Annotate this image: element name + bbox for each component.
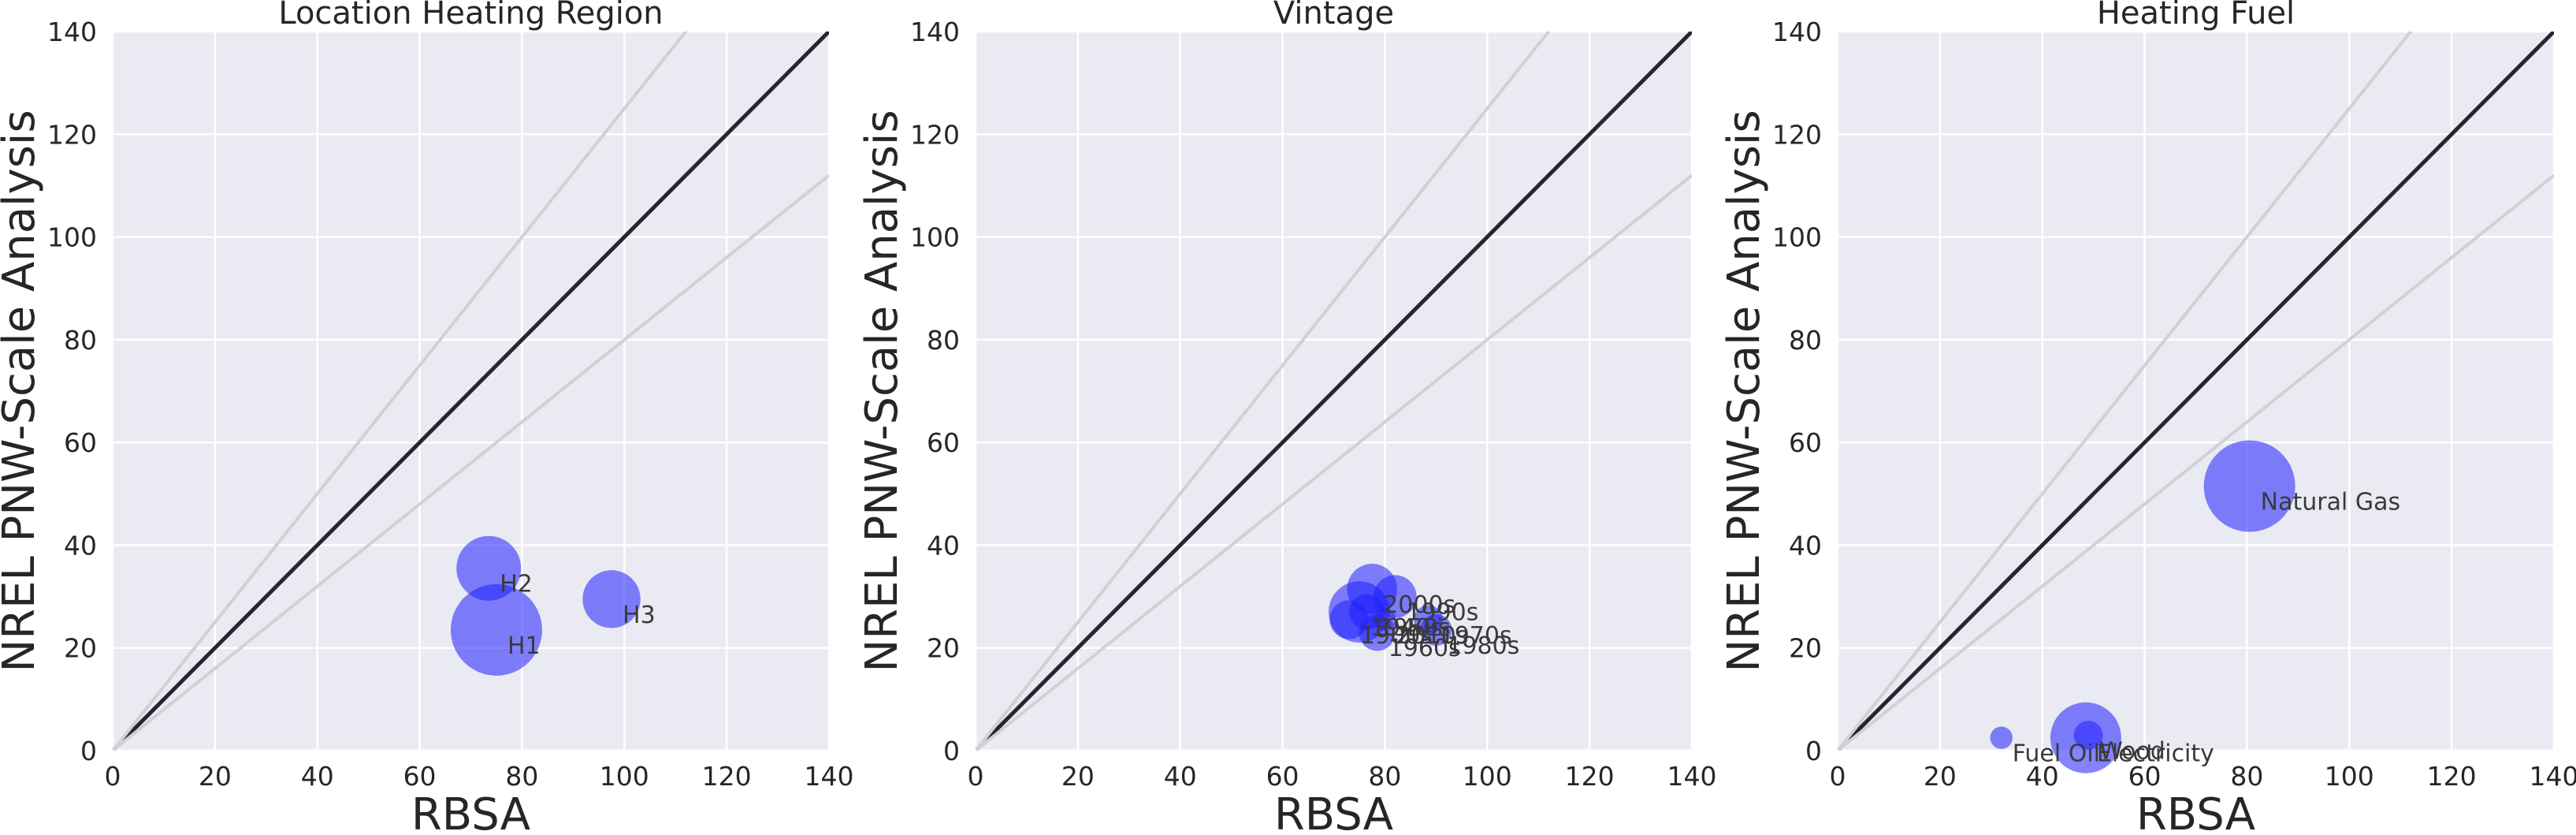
x-tick-label: 140 (1667, 761, 1717, 792)
point-label: 1980s (1447, 632, 1519, 660)
y-tick-label: 0 (1805, 736, 1822, 766)
y-tick-label: 60 (1789, 427, 1822, 458)
x-axis-label: RBSA (2136, 789, 2255, 835)
x-tick-label: 140 (2530, 761, 2576, 792)
x-tick-label: 0 (968, 761, 984, 792)
y-tick-label: 20 (64, 633, 97, 664)
x-tick-label: 80 (2230, 761, 2263, 792)
y-tick-label: 0 (80, 736, 97, 766)
x-tick-label: 100 (1463, 761, 1512, 792)
chart-title: Location Heating Region (278, 0, 663, 32)
guide-line (1838, 32, 2413, 751)
x-tick-label: 100 (600, 761, 649, 792)
x-tick-label: 20 (199, 761, 232, 792)
y-axis-label: NREL PNW-Scale Analysis (1719, 110, 1770, 672)
data-point (1420, 613, 1452, 647)
y-tick-label: 60 (64, 427, 97, 458)
y-tick-label: 140 (47, 17, 97, 47)
point-label: 1900s (1360, 622, 1433, 650)
data-point (456, 535, 522, 601)
point-label: Electricity (2097, 740, 2214, 768)
x-tick-label: 20 (1924, 761, 1957, 792)
y-tick-label: 0 (943, 736, 960, 766)
identity-line (1838, 32, 2554, 751)
data-point (1329, 600, 1369, 639)
point-label: 1950s (1378, 614, 1451, 642)
point-label: Fuel Oil (2013, 740, 2100, 768)
identity-line (976, 32, 1692, 751)
y-tick-label: 40 (927, 530, 960, 561)
data-point (2203, 440, 2295, 532)
x-tick-label: 60 (2128, 761, 2162, 792)
x-axis-label: RBSA (411, 789, 530, 835)
y-axis-label: NREL PNW-Scale Analysis (857, 110, 908, 672)
x-tick-label: 0 (1830, 761, 1846, 792)
guide-line (113, 173, 829, 751)
point-label: Wood (2099, 737, 2165, 765)
data-point (1990, 726, 2013, 749)
y-tick-label: 140 (910, 17, 960, 47)
y-tick-label: 100 (1772, 222, 1822, 253)
point-label: H1 (507, 632, 541, 660)
y-tick-label: 80 (1789, 325, 1822, 356)
x-tick-label: 100 (2325, 761, 2374, 792)
y-tick-label: 100 (910, 222, 960, 253)
x-tick-label: 120 (702, 761, 752, 792)
point-label: 1990s (1406, 599, 1478, 627)
y-tick-label: 40 (1789, 530, 1822, 561)
y-tick-label: 120 (1772, 119, 1822, 150)
x-tick-label: 120 (1565, 761, 1615, 792)
data-point (582, 570, 641, 628)
y-tick-label: 120 (47, 119, 97, 150)
y-tick-label: 40 (64, 530, 97, 561)
y-tick-label: 100 (47, 222, 97, 253)
x-tick-label: 20 (1061, 761, 1095, 792)
chart-title: Vintage (1273, 0, 1394, 32)
point-label: 2000s (1383, 591, 1455, 619)
x-tick-label: 120 (2427, 761, 2477, 792)
y-tick-label: 80 (927, 325, 960, 356)
y-tick-label: 120 (910, 119, 960, 150)
point-label: 1940s (1370, 614, 1443, 642)
guide-line (976, 173, 1692, 751)
point-label: H3 (623, 602, 656, 629)
point-label: 1960s (1388, 635, 1461, 662)
y-tick-label: 20 (927, 633, 960, 664)
x-tick-label: 80 (1368, 761, 1401, 792)
x-tick-label: 40 (301, 761, 334, 792)
x-tick-label: 40 (1164, 761, 1197, 792)
x-tick-label: 60 (1266, 761, 1299, 792)
guide-line (976, 32, 1551, 751)
chart-panel-3: 0 20 40 60 80 100 120 140 0 20 40 60 80 100 120 140 Natu… (1719, 0, 2576, 835)
chart-panel-2: 0 20 40 60 80 100 120 140 0 20 40 60 80 100 120 140 1990… (857, 0, 1717, 835)
x-tick-label: 40 (2026, 761, 2059, 792)
chart-title: Heating Fuel (2097, 0, 2295, 32)
x-tick-label: 60 (403, 761, 437, 792)
data-point (450, 583, 542, 676)
y-tick-label: 80 (64, 325, 97, 356)
y-axis-label: NREL PNW-Scale Analysis (0, 110, 45, 672)
point-label: 2010s (1396, 622, 1468, 650)
chart-panel-1: 0 20 40 60 80 100 120 140 0 20 40 60 80 100 120 140 H2 H1… (0, 0, 854, 835)
x-tick-label: 140 (805, 761, 854, 792)
data-point (2073, 721, 2103, 750)
point-label: H2 (500, 571, 533, 598)
x-tick-label: 80 (505, 761, 538, 792)
x-axis-label: RBSA (1274, 789, 1393, 835)
identity-line (113, 32, 829, 751)
point-label: 1970s (1440, 622, 1512, 650)
guide-line (1838, 173, 2554, 751)
y-tick-label: 20 (1789, 633, 1822, 664)
x-tick-label: 0 (105, 761, 121, 792)
guide-line (113, 32, 688, 751)
y-tick-label: 60 (927, 427, 960, 458)
point-label: Natural Gas (2261, 489, 2400, 516)
y-tick-label: 140 (1772, 17, 1822, 47)
